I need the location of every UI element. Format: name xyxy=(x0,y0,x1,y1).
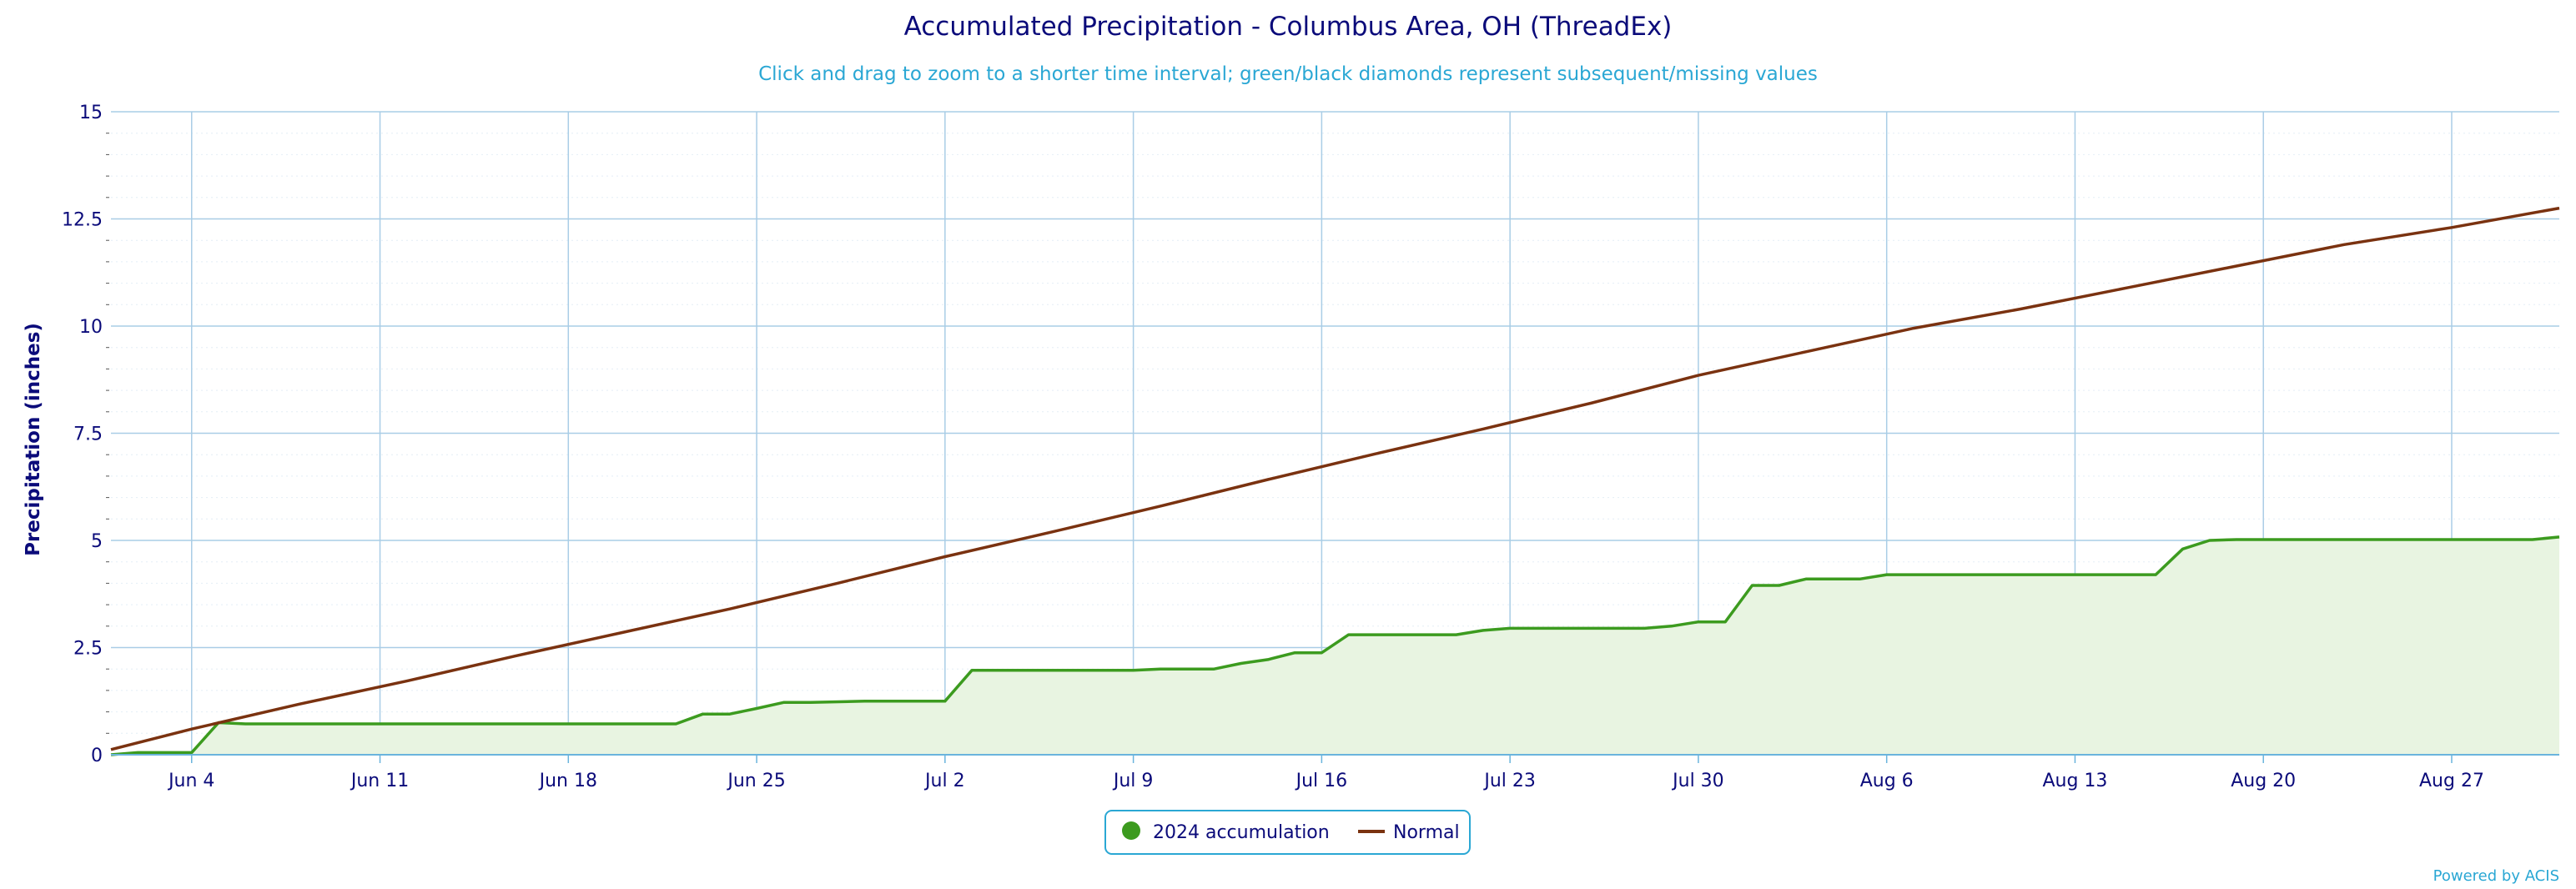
y-tick-label: 10 xyxy=(79,317,103,338)
x-tick-label: Jun 11 xyxy=(350,771,409,791)
legend-box xyxy=(1104,810,1471,855)
y-axis-label: Precipitation (inches) xyxy=(23,323,44,556)
x-tick-label: Aug 27 xyxy=(2419,771,2484,791)
chart-title: Accumulated Precipitation - Columbus Are… xyxy=(904,12,1673,42)
x-tick-label: Jul 2 xyxy=(923,771,965,791)
y-tick-label: 5 xyxy=(91,531,103,552)
legend-normal-label[interactable]: Normal xyxy=(1393,822,1460,843)
legend[interactable]: 2024 accumulation Normal xyxy=(1104,810,1471,855)
y-tick-label: 15 xyxy=(79,103,103,123)
x-tick-label: Aug 20 xyxy=(2231,771,2296,791)
y-tick-label: 12.5 xyxy=(62,210,103,231)
normal-line[interactable] xyxy=(110,206,2560,751)
x-tick-label: Jun 25 xyxy=(726,771,785,791)
accumulation-area xyxy=(111,536,2559,755)
x-tick-label: Jun 18 xyxy=(538,771,597,791)
x-tick-label: Aug 13 xyxy=(2042,771,2107,791)
series-lines xyxy=(110,206,2560,756)
axes: 0 2.5 5 7.5 10 12.5 15 Jun 4 Jun 11 Jun 18 Jun 25 J… xyxy=(62,103,2559,791)
accumulation-area-fill xyxy=(111,536,2559,755)
x-tick-label: Jul 9 xyxy=(1112,771,1154,791)
accumulation-line[interactable] xyxy=(110,535,2560,756)
x-tick-label: Jun 4 xyxy=(167,771,214,791)
y-tick-label: 2.5 xyxy=(73,639,103,660)
legend-accumulation-label[interactable]: 2024 accumulation xyxy=(1153,822,1330,843)
chart-subtitle: Click and drag to zoom to a shorter time… xyxy=(758,63,1818,85)
legend-accumulation-marker xyxy=(1122,821,1140,840)
x-tick-label: Aug 6 xyxy=(1860,771,1914,791)
x-tick-label: Jul 16 xyxy=(1295,771,1348,791)
y-tick-label: 7.5 xyxy=(73,424,103,445)
y-tick-label: 0 xyxy=(91,746,103,766)
x-tick-label: Jul 30 xyxy=(1671,771,1724,791)
x-tick-label: Jul 23 xyxy=(1482,771,1536,791)
grid xyxy=(111,111,2559,756)
credit-link[interactable]: Powered by ACIS xyxy=(2433,867,2559,885)
